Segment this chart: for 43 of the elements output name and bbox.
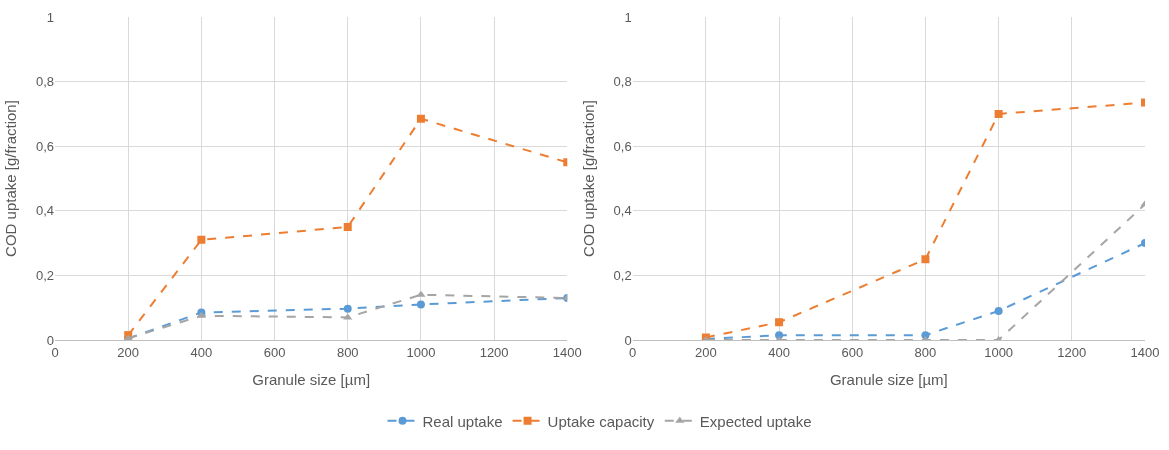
x-tick-label: 200	[695, 344, 717, 360]
x-tick-label: 1400	[552, 344, 582, 360]
point	[994, 306, 1003, 315]
legend-label: Uptake capacity	[547, 412, 655, 430]
y-tick-label: 1	[46, 9, 54, 25]
point	[343, 222, 352, 231]
y-tick-label: 0,8	[35, 74, 54, 90]
x-tick-label: 1400	[1130, 344, 1160, 360]
legend-label: Expected uptake	[699, 412, 812, 430]
point	[921, 255, 930, 264]
y-tick-label: 0	[624, 332, 632, 348]
x-tick-label: 1000	[984, 344, 1014, 360]
y-tick-label: 0,4	[35, 203, 54, 219]
y-axis-title: COD uptake [g/fraction]	[579, 100, 597, 257]
x-tick-label: 800	[336, 344, 359, 360]
y-tick-label: 1	[624, 9, 632, 25]
x-tick-label: 1200	[479, 344, 509, 360]
x-axis-title: Granule size [µm]	[252, 370, 371, 388]
point	[775, 318, 784, 327]
y-tick-label: 0,2	[35, 267, 54, 283]
point	[416, 114, 425, 123]
y-tick-label: 0,8	[613, 74, 632, 90]
y-tick-label: 0,4	[613, 203, 632, 219]
point	[197, 235, 206, 244]
point	[416, 290, 426, 297]
x-axis-title: Granule size [µm]	[829, 370, 948, 388]
x-tick-label: 400	[190, 344, 213, 360]
legend-label: Real uptake	[422, 412, 503, 430]
y-tick-label: 0,6	[613, 138, 632, 154]
x-tick-label: 1000	[406, 344, 436, 360]
x-tick-label: 600	[263, 344, 286, 360]
y-tick-label: 0,2	[613, 267, 632, 283]
y-tick-label: 0,6	[35, 138, 54, 154]
y-tick-label: 0	[46, 332, 54, 348]
x-tick-label: 1200	[1057, 344, 1087, 360]
x-tick-label: 800	[914, 344, 937, 360]
y-axis-title: COD uptake [g/fraction]	[2, 100, 20, 257]
point	[994, 109, 1003, 118]
x-tick-label: 400	[768, 344, 790, 360]
point	[343, 304, 352, 313]
x-tick-label: 600	[841, 344, 864, 360]
point	[416, 300, 425, 309]
x-tick-label: 200	[117, 344, 140, 360]
